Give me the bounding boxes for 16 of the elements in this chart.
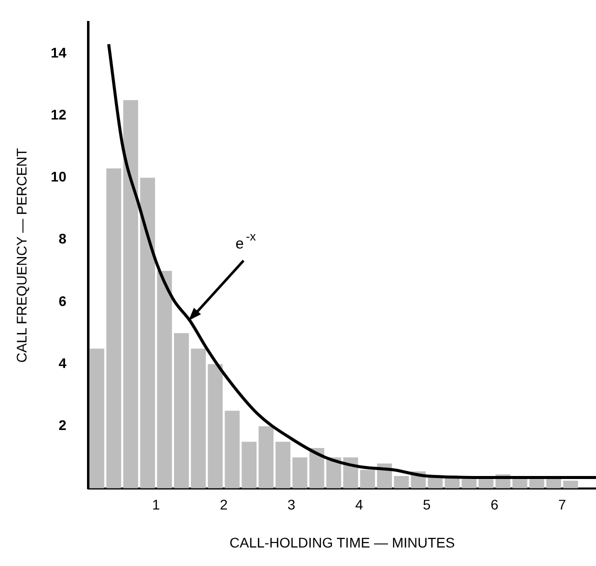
x-tick-label: 1 — [152, 496, 160, 513]
y-tick-label: 2 — [58, 417, 67, 434]
y-tick-label: 8 — [58, 230, 67, 247]
x-tick-label: 7 — [558, 496, 566, 513]
y-axis-title: CALL FREQUENCY — PERCENT — [13, 148, 30, 363]
y-tick-label: 14 — [50, 44, 67, 60]
x-axis-title: CALL-HOLDING TIME — MINUTES — [230, 534, 455, 550]
y-tick-label: 10 — [50, 168, 67, 185]
y-tick-label: 12 — [50, 106, 67, 122]
x-tick-label: 5 — [422, 496, 431, 513]
y-tick-label: 6 — [58, 292, 67, 309]
x-tick-label: 2 — [220, 496, 228, 513]
x-tick-label: 4 — [355, 496, 364, 513]
y-tick-label: 4 — [58, 354, 67, 371]
x-tick-label: 3 — [288, 496, 296, 513]
x-tick-label: 6 — [490, 496, 499, 513]
